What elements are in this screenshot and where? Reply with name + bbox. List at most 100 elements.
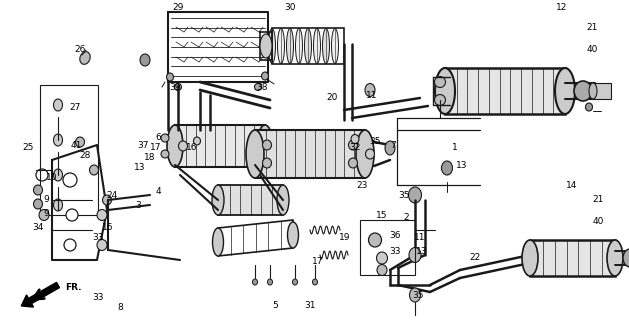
Text: 18: 18 [144,154,156,163]
Ellipse shape [377,252,387,264]
Text: 13: 13 [416,247,428,257]
Ellipse shape [257,125,273,167]
Ellipse shape [262,140,272,150]
Text: 16: 16 [103,223,114,233]
Text: 8: 8 [117,303,123,313]
Ellipse shape [246,130,264,178]
Text: 31: 31 [304,300,316,309]
Text: 9: 9 [43,196,49,204]
Text: 27: 27 [69,103,81,113]
Ellipse shape [269,28,276,63]
Bar [445,68,565,114]
Text: 12: 12 [556,4,568,12]
Ellipse shape [262,72,269,80]
Text: 38: 38 [256,84,268,92]
FancyArrow shape [21,282,60,307]
Ellipse shape [167,125,183,167]
Ellipse shape [53,199,62,211]
Bar [255,130,365,178]
Ellipse shape [53,169,62,181]
Ellipse shape [323,28,330,63]
Ellipse shape [365,149,374,159]
Bar [175,125,265,167]
Text: 35: 35 [412,291,424,300]
Ellipse shape [252,279,257,285]
Ellipse shape [287,222,299,248]
Text: 33: 33 [92,293,104,302]
Ellipse shape [174,84,182,91]
Ellipse shape [623,249,629,267]
Ellipse shape [277,185,289,215]
Ellipse shape [409,288,421,302]
Ellipse shape [80,52,90,64]
Ellipse shape [167,73,174,81]
Bar [530,240,615,276]
Ellipse shape [39,210,49,220]
Ellipse shape [377,265,387,276]
Text: 15: 15 [376,211,387,220]
Ellipse shape [179,141,187,151]
Ellipse shape [296,28,303,63]
Ellipse shape [286,28,294,63]
Bar [272,28,344,64]
Ellipse shape [435,68,455,114]
Ellipse shape [607,240,623,276]
Ellipse shape [348,158,357,168]
Text: 16: 16 [186,143,198,153]
Bar [360,220,415,275]
Text: 19: 19 [339,234,351,243]
Ellipse shape [161,150,169,158]
Ellipse shape [435,94,445,106]
Text: 41: 41 [70,140,82,149]
Ellipse shape [255,84,262,91]
Ellipse shape [161,134,169,142]
Text: 1: 1 [452,143,458,153]
Text: 30: 30 [284,4,296,12]
Ellipse shape [586,103,593,111]
Ellipse shape [331,28,338,63]
Ellipse shape [351,134,359,143]
Text: 33: 33 [389,247,401,257]
Ellipse shape [260,34,272,58]
Ellipse shape [75,137,84,147]
Ellipse shape [63,173,77,187]
Ellipse shape [213,228,223,256]
Ellipse shape [442,161,452,175]
Ellipse shape [212,185,224,215]
Ellipse shape [33,185,43,195]
Ellipse shape [97,210,107,220]
Ellipse shape [356,130,374,178]
Text: 5: 5 [272,300,278,309]
Text: 35: 35 [398,190,409,199]
Text: 21: 21 [593,196,604,204]
Text: 29: 29 [172,4,184,12]
Text: 35: 35 [369,138,381,147]
Text: 17: 17 [150,143,162,153]
Ellipse shape [313,28,321,63]
Ellipse shape [408,187,421,203]
Text: 6: 6 [155,133,161,142]
Ellipse shape [385,141,395,155]
Ellipse shape [64,239,76,251]
Ellipse shape [262,158,272,168]
Text: 13: 13 [134,164,146,172]
Text: 9: 9 [43,210,49,219]
Ellipse shape [589,83,597,99]
Text: 34: 34 [32,223,43,233]
Text: 40: 40 [586,45,598,54]
Text: 37: 37 [137,140,148,149]
Text: 10: 10 [47,173,58,182]
Bar [593,83,611,99]
Bar [40,85,98,215]
Ellipse shape [140,54,150,66]
Text: 17: 17 [312,258,324,267]
Ellipse shape [409,247,421,262]
Ellipse shape [89,165,99,175]
Ellipse shape [369,233,382,247]
Text: 4: 4 [155,188,161,196]
Text: 23: 23 [356,180,368,189]
Ellipse shape [365,84,375,97]
Text: 13: 13 [456,161,468,170]
Text: 14: 14 [566,180,577,189]
Text: 32: 32 [349,143,360,153]
